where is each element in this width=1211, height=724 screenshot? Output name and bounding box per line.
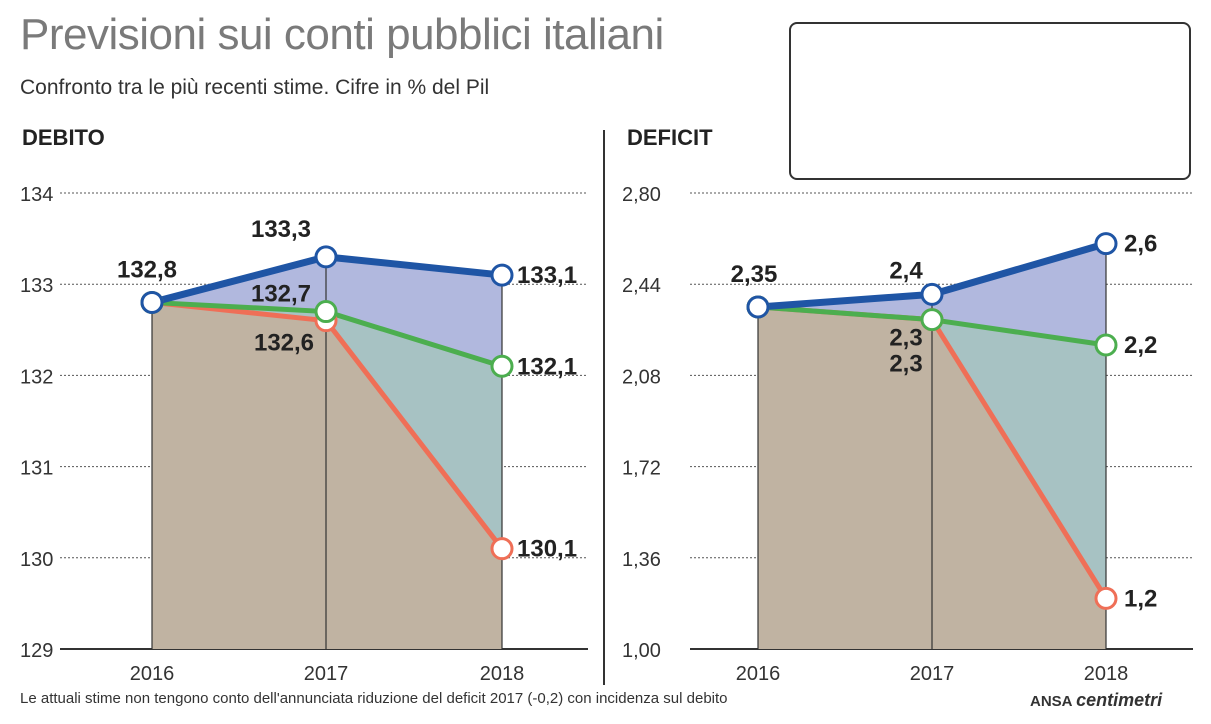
area-base xyxy=(152,302,502,649)
y-tick-label: 132 xyxy=(20,366,53,388)
legend xyxy=(789,22,1191,180)
x-tick-label: 2018 xyxy=(1084,663,1129,685)
area-ocse-band xyxy=(152,302,502,549)
data-point-ocse xyxy=(1094,333,1118,357)
data-point-ue xyxy=(1094,232,1118,256)
chart-title: DEBITO xyxy=(22,125,105,150)
y-tick-label: 1,72 xyxy=(622,458,661,480)
y-tick-label: 131 xyxy=(20,458,53,480)
data-label-ocse: 132,7 xyxy=(251,281,311,308)
page-subtitle: Confronto tra le più recenti stime. Cifr… xyxy=(20,76,490,99)
data-label-ocse: 2,3 xyxy=(889,325,922,352)
y-tick-label: 133 xyxy=(20,275,53,297)
x-tick-label: 2017 xyxy=(304,663,349,685)
data-point-governo xyxy=(490,537,514,561)
y-tick-label: 1,36 xyxy=(622,549,661,571)
x-tick-label: 2016 xyxy=(736,663,781,685)
y-tick-label: 1,00 xyxy=(622,640,661,662)
data-point-ue xyxy=(140,290,164,314)
data-label-governo: 1,2 xyxy=(1124,585,1157,612)
chart-title: DEFICIT xyxy=(627,125,713,150)
y-tick-label: 130 xyxy=(20,549,53,571)
data-label-ue: 2,6 xyxy=(1124,231,1157,258)
footnote: Le attuali stime non tengono conto dell'… xyxy=(20,690,728,707)
data-point-ocse xyxy=(490,354,514,378)
area-ocse-band xyxy=(758,307,1106,599)
data-label-ue: 133,3 xyxy=(251,216,311,243)
x-tick-label: 2016 xyxy=(130,663,175,685)
data-label-ocse: 2,2 xyxy=(1124,332,1157,359)
y-tick-label: 129 xyxy=(20,640,53,662)
credit-ansa: ANSA xyxy=(1030,693,1072,710)
data-label-governo: 2,3 xyxy=(889,351,922,378)
x-tick-label: 2018 xyxy=(480,663,525,685)
data-label-governo: 132,6 xyxy=(254,330,314,357)
chart-deficit: DEFICIT 1,00 1,36 1,72 2,08 2,44 2,80 2016 2017 2… xyxy=(622,125,1193,685)
data-point-ocse xyxy=(314,300,338,324)
data-point-ocse xyxy=(920,308,944,332)
data-label-ue: 2,35 xyxy=(731,261,778,288)
data-point-ue xyxy=(920,282,944,306)
data-label-governo: 130,1 xyxy=(517,536,577,563)
y-tick-label: 2,80 xyxy=(622,184,661,206)
credit: ANSA centimetri xyxy=(1030,690,1162,711)
y-tick-label: 134 xyxy=(20,184,53,206)
y-tick-label: 2,44 xyxy=(622,275,661,297)
data-label-ue: 133,1 xyxy=(517,262,577,289)
data-point-governo xyxy=(1094,586,1118,610)
data-label-ue: 2,4 xyxy=(889,257,923,284)
chart-debito: DEBITO 129 130 131 132 133 134 2016 2017 2018 132,… xyxy=(20,125,588,685)
credit-brand: centimetri xyxy=(1076,690,1163,710)
x-tick-label: 2017 xyxy=(910,663,955,685)
data-point-ue xyxy=(490,263,514,287)
data-label-ocse: 132,1 xyxy=(517,353,577,380)
data-label-ue: 132,8 xyxy=(117,256,177,283)
data-point-ue xyxy=(746,295,770,319)
page-title: Previsioni sui conti pubblici italiani xyxy=(20,10,664,59)
data-point-ue xyxy=(314,245,338,269)
y-tick-label: 2,08 xyxy=(622,366,661,388)
